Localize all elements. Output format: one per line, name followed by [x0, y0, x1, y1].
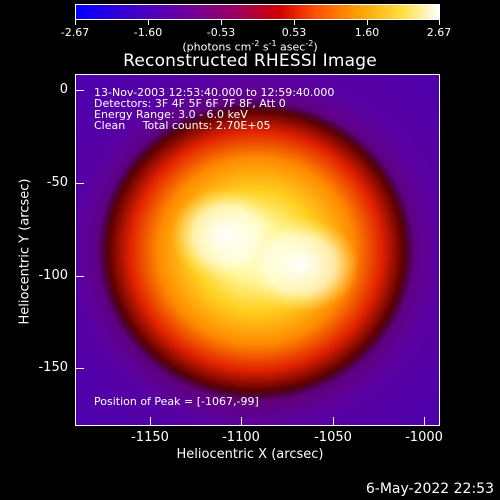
x-tick-label: -1050 — [314, 430, 352, 445]
detectors-info: Detectors: 3F 4F 5F 6F 7F 8F, Att 0 — [94, 97, 286, 110]
x-axis-label: Heliocentric X (arcsec) — [176, 447, 324, 462]
colorbar-tick: -2.67 — [60, 26, 90, 39]
colorbar-tick: 2.67 — [426, 26, 452, 39]
x-tick-label: -1150 — [131, 430, 169, 445]
colorbar-units: (photons cm-2 s-1 asec-2) — [182, 39, 318, 54]
y-axis-label: Heliocentric Y (arcsec) — [17, 178, 33, 325]
y-tick-label: 0 — [59, 82, 68, 97]
x-tick-label: -1000 — [405, 430, 443, 445]
clean-info: Clean Total counts: 2.70E+05 — [94, 119, 271, 132]
colorbar-tick: -1.60 — [133, 26, 163, 39]
colorbar — [75, 4, 440, 20]
colorbar-tick: -0.53 — [206, 26, 236, 39]
time-range: 13-Nov-2003 12:53:40.000 to 12:59:40.000 — [94, 86, 335, 99]
peak-position: Position of Peak = [-1067,-99] — [94, 395, 259, 408]
y-tick-label: -150 — [38, 360, 68, 375]
image-title: Reconstructed RHESSI Image — [123, 51, 377, 71]
y-tick-label: -50 — [46, 175, 68, 190]
energy-range: Energy Range: 3.0 - 6.0 keV — [94, 108, 248, 121]
colorbar-tick: 1.60 — [354, 26, 380, 39]
x-tick-label: -1100 — [222, 430, 260, 445]
plot-timestamp: 6-May-2022 22:53 — [365, 481, 494, 497]
colorbar-tick: 0.53 — [281, 26, 307, 39]
y-tick-label: -100 — [38, 268, 68, 283]
solar-image: 13-Nov-2003 12:53:40.000 to 12:59:40.000… — [75, 74, 440, 426]
